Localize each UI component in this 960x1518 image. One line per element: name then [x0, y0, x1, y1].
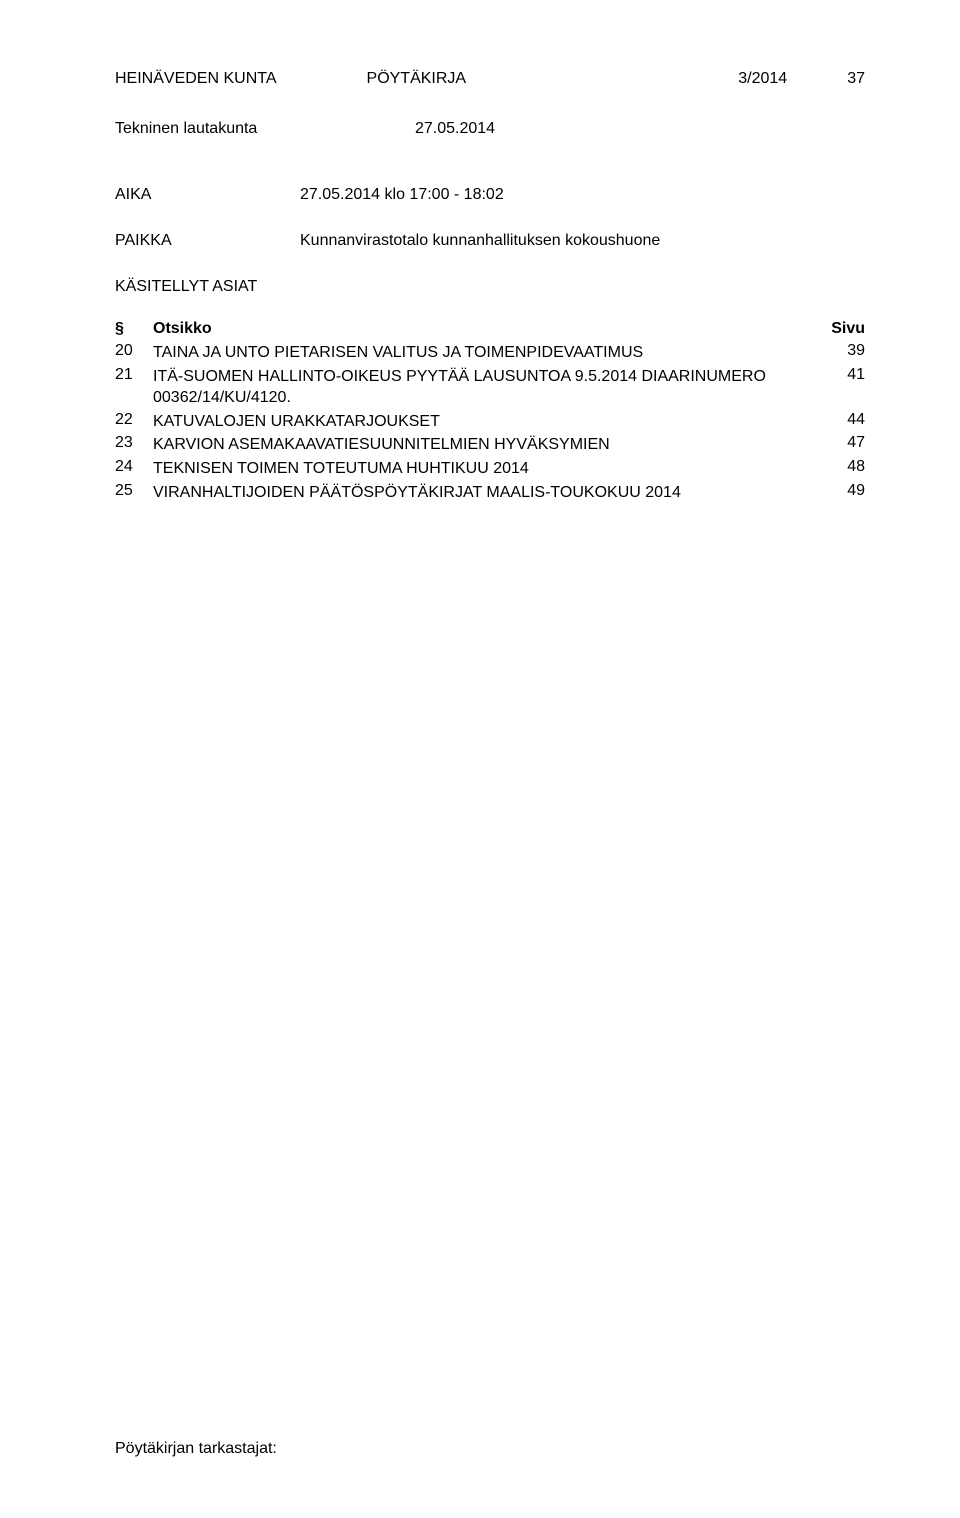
time-row: AIKA 27.05.2014 klo 17:00 - 18:02: [115, 186, 865, 204]
toc-header-page: Sivu: [815, 320, 865, 338]
toc-header: § Otsikko Sivu: [115, 320, 865, 338]
page-subheader: Tekninen lautakunta 27.05.2014: [115, 120, 865, 138]
toc-row: 25 VIRANHALTIJOIDEN PÄÄTÖSPÖYTÄKIRJAT MA…: [115, 482, 865, 504]
toc-row: 21 ITÄ-SUOMEN HALLINTO-OIKEUS PYYTÄÄ LAU…: [115, 366, 865, 409]
toc-item-page: 49: [815, 482, 865, 500]
toc-item-page: 47: [815, 434, 865, 452]
place-row: PAIKKA Kunnanvirastotalo kunnanhallituks…: [115, 232, 865, 250]
toc-item-title: VIRANHALTIJOIDEN PÄÄTÖSPÖYTÄKIRJAT MAALI…: [153, 482, 815, 504]
toc-item-sym: 21: [115, 366, 153, 384]
org-name: HEINÄVEDEN KUNTA: [115, 70, 277, 88]
committee-name: Tekninen lautakunta: [115, 120, 415, 138]
toc-header-sym: §: [115, 320, 153, 338]
footer-text: Pöytäkirjan tarkastajat:: [115, 1440, 277, 1458]
doc-type: PÖYTÄKIRJA: [367, 70, 467, 88]
toc-item-title: KARVION ASEMAKAAVATIESUUNNITELMIEN HYVÄK…: [153, 434, 815, 456]
place-value: Kunnanvirastotalo kunnanhallituksen koko…: [300, 232, 865, 250]
meeting-date: 27.05.2014: [415, 120, 495, 138]
toc: § Otsikko Sivu 20 TAINA JA UNTO PIETARIS…: [115, 320, 865, 503]
toc-item-page: 39: [815, 342, 865, 360]
toc-item-page: 44: [815, 411, 865, 429]
toc-item-sym: 22: [115, 411, 153, 429]
section-title: KÄSITELLYT ASIAT: [115, 278, 865, 296]
time-label: AIKA: [115, 186, 300, 204]
toc-item-page: 41: [815, 366, 865, 384]
toc-item-sym: 23: [115, 434, 153, 452]
place-label: PAIKKA: [115, 232, 300, 250]
toc-item-title: TEKNISEN TOIMEN TOTEUTUMA HUHTIKUU 2014: [153, 458, 815, 480]
toc-row: 22 KATUVALOJEN URAKKATARJOUKSET 44: [115, 411, 865, 433]
toc-row: 24 TEKNISEN TOIMEN TOTEUTUMA HUHTIKUU 20…: [115, 458, 865, 480]
toc-row: 20 TAINA JA UNTO PIETARISEN VALITUS JA T…: [115, 342, 865, 364]
toc-item-sym: 20: [115, 342, 153, 360]
toc-item-page: 48: [815, 458, 865, 476]
doc-number: 3/2014: [738, 70, 787, 88]
toc-item-sym: 25: [115, 482, 153, 500]
time-value: 27.05.2014 klo 17:00 - 18:02: [300, 186, 865, 204]
toc-header-title: Otsikko: [153, 320, 815, 338]
toc-row: 23 KARVION ASEMAKAAVATIESUUNNITELMIEN HY…: [115, 434, 865, 456]
page-number: 37: [847, 70, 865, 88]
toc-item-title: ITÄ-SUOMEN HALLINTO-OIKEUS PYYTÄÄ LAUSUN…: [153, 366, 815, 409]
toc-item-sym: 24: [115, 458, 153, 476]
toc-item-title: TAINA JA UNTO PIETARISEN VALITUS JA TOIM…: [153, 342, 815, 364]
toc-item-title: KATUVALOJEN URAKKATARJOUKSET: [153, 411, 815, 433]
page: HEINÄVEDEN KUNTA PÖYTÄKIRJA 3/2014 37 Te…: [0, 0, 960, 1518]
page-header: HEINÄVEDEN KUNTA PÖYTÄKIRJA 3/2014 37: [115, 70, 865, 88]
